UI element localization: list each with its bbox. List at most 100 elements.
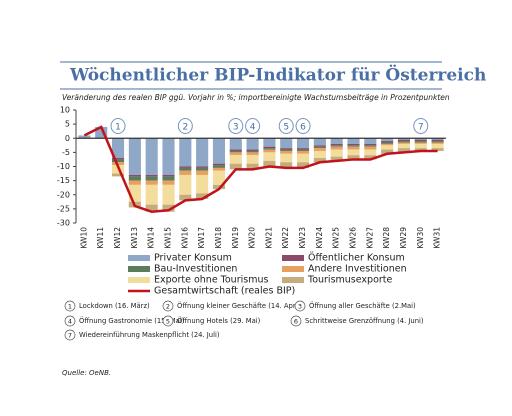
x-tick-label: KW21	[264, 227, 273, 249]
bar-segment	[145, 204, 158, 212]
event-marker	[110, 118, 126, 134]
bar-segment	[364, 146, 377, 150]
legend-swatch	[282, 277, 304, 283]
bar-segment	[95, 126, 108, 139]
bar-segment	[414, 141, 427, 143]
bar-segment	[145, 180, 158, 185]
x-tick-label: KW18	[214, 227, 223, 249]
bar-segment	[296, 150, 310, 154]
footnote-circle	[294, 300, 306, 312]
event-marker	[278, 118, 294, 134]
footnote-circle	[64, 315, 76, 327]
bar-segment	[431, 143, 444, 149]
bar-segment	[246, 152, 259, 156]
bar-segment	[212, 165, 226, 168]
x-tick-label: KW28	[382, 227, 391, 249]
bar-segment	[179, 166, 192, 168]
bar-segment	[179, 138, 192, 167]
event-marker	[177, 118, 193, 134]
bar-segment	[212, 167, 226, 171]
x-tick-label: KW16	[180, 227, 189, 249]
bar-segment	[347, 155, 360, 160]
bar-segment	[263, 160, 276, 167]
bar-segment	[212, 184, 226, 190]
bar-segment	[280, 149, 293, 151]
event-marker	[413, 118, 429, 134]
bar-segment	[381, 149, 394, 154]
x-tick-label: KW12	[113, 227, 122, 249]
footnote-circle	[64, 329, 76, 341]
x-tick-label: KW26	[349, 227, 358, 249]
y-tick-label: -15	[57, 176, 70, 185]
legend-label: Öffentlicher Konsum	[308, 253, 405, 264]
bar-segment	[280, 153, 293, 163]
bar-segment	[381, 143, 394, 146]
bar-segment	[229, 138, 242, 150]
chart-subtitle: Veränderung des realen BIP ggü. Vorjahr …	[62, 93, 450, 102]
footnote-circle	[162, 300, 174, 312]
bar-segment	[111, 159, 125, 163]
chart-title: Wöchentlicher BIP-Indikator für Österrei…	[69, 65, 486, 86]
bar-segment	[296, 149, 310, 151]
event-marker	[228, 118, 244, 134]
bar-segment	[296, 162, 310, 168]
bar-segment	[397, 148, 411, 153]
bar-segment	[162, 180, 175, 185]
bar-segment	[246, 150, 259, 153]
bar-segment	[364, 143, 377, 146]
bar-segment	[179, 194, 192, 201]
footnote-number: 6	[294, 318, 298, 326]
bar-segment	[229, 155, 242, 164]
bar-segment	[280, 138, 293, 149]
bar-segment	[162, 184, 175, 205]
legend-swatch	[128, 255, 150, 261]
bar-segment	[145, 184, 158, 205]
footnote-number: 7	[68, 332, 72, 340]
legend-label: Tourismusexporte	[307, 275, 393, 286]
x-tick-label: KW13	[130, 227, 139, 249]
bar-segment	[381, 145, 394, 150]
bar-segment	[196, 138, 209, 167]
footnote-text: Öffnung aller Geschäfte (2.Mai)	[309, 301, 416, 310]
bar-segment	[313, 138, 326, 146]
bar-segment	[246, 149, 259, 151]
bar-segment	[414, 148, 427, 151]
legend-swatch	[282, 255, 304, 261]
event-marker	[295, 118, 311, 134]
bar-segment	[330, 143, 343, 146]
source: Quelle: OeNB.	[62, 369, 111, 377]
footnote-text: Öffnung kleiner Geschäfte (14. April)	[177, 301, 302, 310]
bar-segment	[263, 148, 276, 150]
bar-segment	[414, 142, 427, 144]
bar-segment	[246, 163, 259, 170]
bar-segment	[128, 174, 141, 177]
footnote-text: Wiedereinführung Maskenpflicht (24. Juli…	[79, 331, 220, 339]
event-marker-label: 7	[418, 123, 424, 133]
bar-segment	[364, 149, 377, 156]
bar-segment	[78, 135, 91, 139]
bar-segment	[347, 143, 360, 146]
bar-segment	[229, 163, 242, 170]
footnote-circle	[290, 315, 302, 327]
event-marker-label: 5	[283, 123, 289, 133]
total-line	[83, 125, 438, 213]
bar-segment	[431, 138, 444, 140]
bar-segment	[111, 158, 125, 160]
x-tick-label: KW29	[399, 227, 408, 249]
y-tick-label: -25	[57, 204, 70, 213]
bar-segment	[246, 138, 259, 150]
bar-segment	[111, 173, 125, 177]
event-marker-label: 6	[300, 123, 306, 133]
bar-segment	[397, 143, 411, 149]
footnote-text: Lockdown (16. März)	[79, 302, 150, 310]
legend-swatch	[128, 277, 150, 283]
bar-segment	[263, 149, 276, 153]
bar-segment	[431, 142, 444, 144]
legend-label: Privater Konsum	[154, 253, 232, 264]
bar-segment	[364, 155, 377, 160]
y-tick-label: -5	[62, 148, 70, 157]
bar-segment	[381, 141, 394, 143]
legend-label: Exporte ohne Tourismus	[154, 275, 268, 286]
bar-segment	[330, 146, 343, 150]
bar-segment	[414, 139, 427, 142]
